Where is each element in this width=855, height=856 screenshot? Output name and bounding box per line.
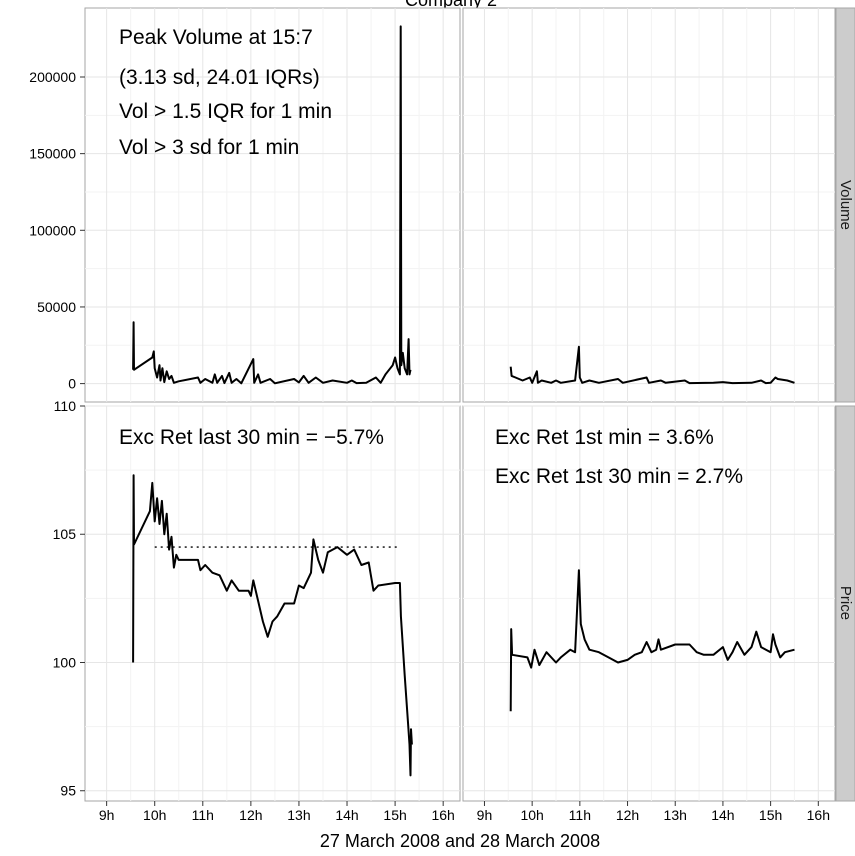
y-tick-label: 105 bbox=[53, 526, 77, 542]
panel-price-day2-bg bbox=[462, 405, 836, 802]
x-tick-label: 16h bbox=[807, 807, 830, 823]
x-tick-label: 15h bbox=[383, 807, 406, 823]
y-tick-label: 95 bbox=[60, 783, 76, 799]
strip-volume: Volume bbox=[835, 7, 855, 403]
strip-price: Price bbox=[835, 405, 855, 802]
annotation-exc-ret-1st-30: Exc Ret 1st 30 min = 2.7% bbox=[495, 465, 743, 488]
strip-label-price: Price bbox=[837, 586, 854, 620]
y-tick-label: 110 bbox=[54, 398, 77, 414]
panel-volume-day2 bbox=[462, 7, 836, 403]
annotation-sd-iqr: (3.13 sd, 24.01 IQRs) bbox=[119, 66, 320, 89]
grid-price-day1 bbox=[85, 405, 460, 801]
y-axis-price: 95 100 105 110 bbox=[53, 398, 85, 799]
price-line-day1 bbox=[132, 474, 413, 777]
x-tick-label: 14h bbox=[335, 807, 358, 823]
x-tick-label: 12h bbox=[239, 807, 262, 823]
panel-volume-day2-bg bbox=[462, 7, 836, 403]
annotation-peak-volume: Peak Volume at 15:7 bbox=[119, 26, 313, 49]
y-tick-label: 0 bbox=[68, 376, 76, 392]
strip-volume-bg bbox=[835, 7, 855, 403]
annotation-exc-ret-last-30: Exc Ret last 30 min = −5.7% bbox=[119, 426, 384, 449]
x-tick-label: 9h bbox=[477, 807, 493, 823]
grid-volume-day2 bbox=[463, 8, 835, 402]
x-tick-label: 9h bbox=[99, 807, 115, 823]
y-tick-label: 100 bbox=[53, 654, 77, 670]
annotation-vol-iqr: Vol > 1.5 IQR for 1 min bbox=[119, 100, 332, 123]
x-tick-label: 15h bbox=[759, 807, 782, 823]
x-tick-label: 13h bbox=[664, 807, 687, 823]
y-axis-volume: 0 50000 100000 150000 200000 bbox=[29, 69, 85, 392]
x-axis: 9h 10h 11h 12h 13h 14h 15h 16h 9h 10h 11h 12h 13h 14h… bbox=[99, 801, 830, 823]
x-tick-label: 11h bbox=[569, 807, 591, 823]
x-tick-label: 10h bbox=[143, 807, 166, 823]
chart-title: Company 2 bbox=[405, 0, 497, 10]
price-line-day2 bbox=[509, 569, 795, 712]
x-tick-label: 10h bbox=[520, 807, 543, 823]
panel-price-day1: Exc Ret last 30 min = −5.7% bbox=[84, 405, 461, 802]
x-tick-label: 16h bbox=[431, 807, 454, 823]
panel-price-day2: Exc Ret 1st min = 3.6% Exc Ret 1st 30 mi… bbox=[462, 405, 836, 802]
panel-price-day1-bg bbox=[84, 405, 461, 802]
volume-line-day1 bbox=[132, 25, 412, 385]
y-tick-label: 200000 bbox=[29, 69, 76, 85]
x-tick-label: 12h bbox=[616, 807, 639, 823]
y-tick-label: 150000 bbox=[29, 146, 76, 162]
panel-volume-day1: Peak Volume at 15:7 (3.13 sd, 24.01 IQRs… bbox=[84, 7, 461, 403]
y-tick-label: 50000 bbox=[37, 299, 76, 315]
y-tick-label: 100000 bbox=[29, 222, 76, 238]
x-tick-label: 14h bbox=[711, 807, 734, 823]
strip-price-bg bbox=[835, 405, 855, 802]
x-tick-label: 13h bbox=[287, 807, 310, 823]
annotation-vol-sd: Vol > 3 sd for 1 min bbox=[119, 136, 299, 159]
grid-volume-day1 bbox=[85, 8, 460, 402]
x-tick-label: 11h bbox=[192, 807, 214, 823]
panel-volume-day1-bg bbox=[84, 7, 461, 403]
volume-line-day2 bbox=[509, 345, 795, 385]
strip-label-volume: Volume bbox=[837, 180, 854, 230]
annotation-exc-ret-1st-min: Exc Ret 1st min = 3.6% bbox=[495, 426, 714, 449]
x-axis-title: 27 March 2008 and 28 March 2008 bbox=[320, 831, 600, 851]
